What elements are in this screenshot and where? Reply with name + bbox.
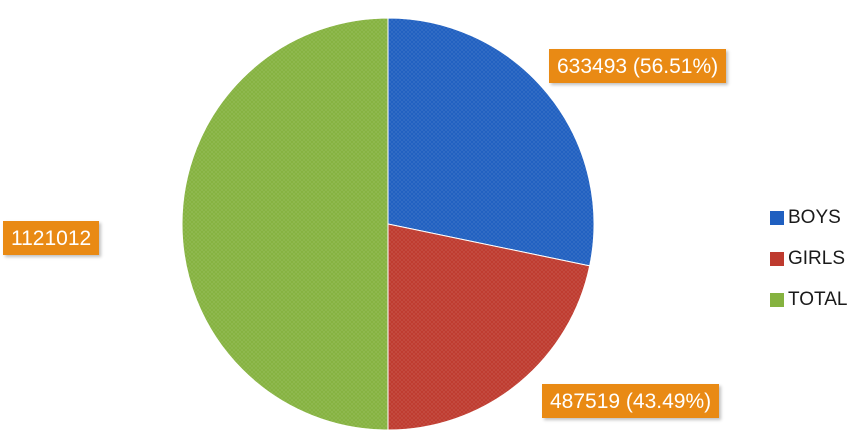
pie-slices [181, 17, 595, 431]
pie-slice-texture-girls [388, 224, 590, 430]
legend: BOYS GIRLS TOTAL [770, 207, 847, 330]
legend-label-total: TOTAL [788, 289, 848, 310]
legend-swatch-boys [770, 211, 784, 225]
pie-slice-texture-total [182, 18, 388, 430]
legend-swatch-total [770, 293, 784, 307]
legend-label-boys: BOYS [788, 207, 841, 228]
data-label-total: 1121012 [3, 221, 100, 255]
data-label-girls: 487519 (43.49%) [542, 384, 720, 418]
legend-item-girls: GIRLS [770, 248, 847, 270]
pie-slice-texture-boys [388, 18, 595, 266]
legend-label-girls: GIRLS [788, 248, 846, 269]
legend-item-boys: BOYS [770, 207, 847, 229]
legend-item-total: TOTAL [770, 289, 847, 311]
data-label-boys: 633493 (56.51%) [549, 49, 727, 83]
legend-swatch-girls [770, 252, 784, 266]
